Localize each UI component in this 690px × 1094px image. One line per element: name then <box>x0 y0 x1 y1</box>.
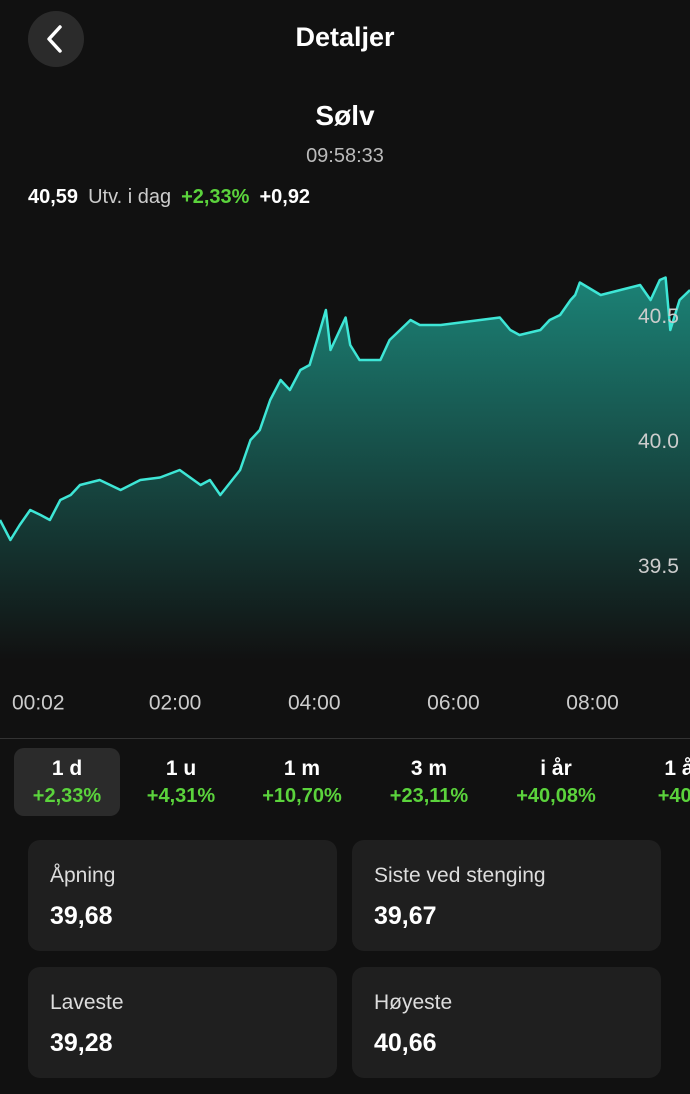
stat-card: Åpning 39,68 <box>28 840 337 951</box>
stat-label: Laveste <box>50 991 124 1014</box>
change-abs: +0,92 <box>259 186 311 208</box>
stat-label: Siste ved stenging <box>374 864 546 887</box>
separator <box>0 738 690 739</box>
area <box>0 277 690 660</box>
y-tick-label: 40.0 <box>638 430 679 453</box>
period-change: +23,11% <box>389 785 469 807</box>
stat-card: Laveste 39,28 <box>28 967 337 1078</box>
period-tab[interactable]: i år +40,08% <box>503 748 609 816</box>
back-icon <box>47 25 62 53</box>
x-tick-label: 06:00 <box>427 692 480 715</box>
chart: 39.5 40.0 40.5 00:02 02:00 04:00 06:00 08:00 <box>0 276 690 715</box>
period-label: 1 u <box>165 757 197 780</box>
price: 40,59 <box>28 186 79 208</box>
stat-label: Høyeste <box>374 991 453 1014</box>
stat-label: Åpning <box>50 864 116 887</box>
period-change: +40,08% <box>516 785 596 807</box>
period-tab[interactable]: 1 m +10,70% <box>249 748 355 816</box>
period-tab[interactable]: 1 u +4,31% <box>128 748 234 816</box>
quote-time: 09:58:33 <box>306 145 384 167</box>
period-tab[interactable]: 3 m +23,11% <box>376 748 482 816</box>
period-label: 3 m <box>410 757 448 780</box>
page-title: Detaljer <box>295 22 395 52</box>
period-label: 1 m <box>283 757 321 780</box>
change-label: Utv. i dag <box>88 186 172 208</box>
period-tab[interactable]: 1 d +2,33% <box>14 748 120 816</box>
period-change: +4,31% <box>146 785 216 807</box>
stat-value: 39,67 <box>374 902 437 930</box>
x-tick-label: 00:02 <box>12 692 65 715</box>
period-change: +40,6 <box>657 785 690 807</box>
y-tick-label: 39.5 <box>638 555 679 578</box>
stat-value: 39,68 <box>50 902 113 930</box>
stat-card: Høyeste 40,66 <box>352 967 661 1078</box>
change-pct: +2,33% <box>181 186 250 208</box>
instrument-name: Sølv <box>315 100 375 131</box>
quote-row: 40,59 Utv. i dag +2,33% +0,92 <box>28 186 320 209</box>
x-tick-label: 02:00 <box>149 692 202 715</box>
stat-value: 40,66 <box>374 1029 437 1057</box>
period-change: +2,33% <box>32 785 102 807</box>
stat-card: Siste ved stenging 39,67 <box>352 840 661 951</box>
y-tick-label: 40.5 <box>638 305 679 328</box>
period-label: 1 d <box>51 757 83 780</box>
period-change: +10,70% <box>262 785 342 807</box>
x-tick-label: 08:00 <box>566 692 619 715</box>
stat-value: 39,28 <box>50 1029 113 1057</box>
back-button[interactable] <box>28 11 84 67</box>
period-tab[interactable]: 1 år +40,6 <box>630 748 690 816</box>
period-label: i år <box>540 757 572 780</box>
period-label: 1 år <box>664 757 690 780</box>
price-line <box>0 276 690 542</box>
x-tick-label: 04:00 <box>288 692 341 715</box>
